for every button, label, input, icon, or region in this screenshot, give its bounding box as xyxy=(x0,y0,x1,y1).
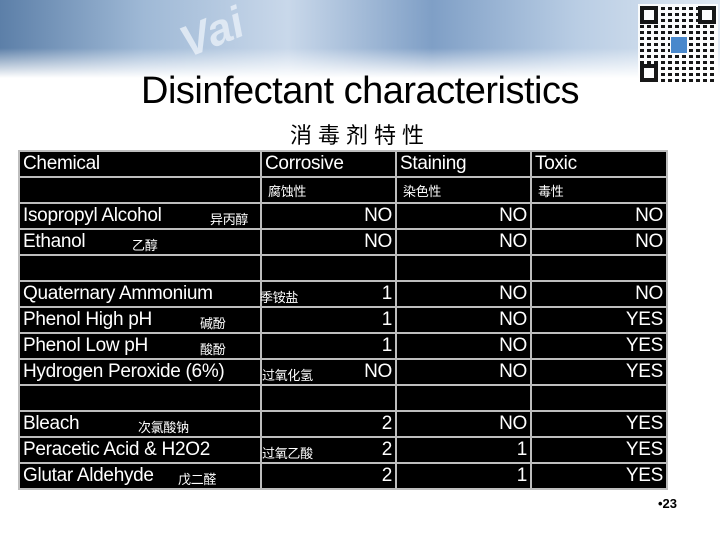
corrosive-cell: NO xyxy=(260,358,397,386)
corrosive-cell: NO xyxy=(260,202,397,230)
chemical-cell: Bleach 次氯酸钠 xyxy=(18,410,262,438)
corrosive-cell: 1 xyxy=(260,306,397,334)
toxic-cell: YES xyxy=(530,410,668,438)
staining-cell: NO xyxy=(395,202,532,230)
staining-cell: NO xyxy=(395,410,532,438)
staining-cell: NO xyxy=(395,306,532,334)
chemical-name: Bleach xyxy=(23,413,80,434)
corrosive-cell: 1 xyxy=(260,332,397,360)
staining-cell: 1 xyxy=(395,436,532,464)
header-toxic: Toxic xyxy=(530,150,668,178)
chemical-cell: Glutar Aldehyde 戊二醛 xyxy=(18,462,262,490)
chemical-cell: Quaternary Ammonium 季铵盐 xyxy=(18,280,298,308)
table-row: Quaternary Ammonium 季铵盐 1 NO NO xyxy=(18,280,668,308)
qr-code xyxy=(638,4,718,84)
chemical-name-zh: 过氧乙酸 xyxy=(262,447,313,462)
corrosive-cell xyxy=(260,254,397,282)
corrosive-cell: 2 xyxy=(260,436,397,464)
corrosive-cell: 2 xyxy=(260,462,397,490)
chemical-name-zh: 异丙醇 xyxy=(210,213,249,228)
header-zh-corrosive: 腐蚀性 xyxy=(260,176,397,204)
header-corrosive: Corrosive xyxy=(260,150,397,178)
table-header-row: Chemical Corrosive Staining Toxic xyxy=(18,150,668,178)
toxic-cell: YES xyxy=(530,436,668,464)
header-zh-staining: 染色性 xyxy=(395,176,532,204)
chemical-name: Phenol Low pH xyxy=(23,335,148,356)
chemical-name: Peracetic Acid & H2O2 xyxy=(23,439,210,460)
table-row: Peracetic Acid & H2O2 过氧乙酸 2 1 YES xyxy=(18,436,668,464)
table-row: Phenol High pH 碱酚 1 NO YES xyxy=(18,306,668,334)
toxic-cell: YES xyxy=(530,358,668,386)
header-chemical: Chemical xyxy=(18,150,262,178)
table-row xyxy=(18,254,668,282)
staining-cell: NO xyxy=(395,280,532,308)
chemical-cell: Peracetic Acid & H2O2 过氧乙酸 xyxy=(18,436,313,464)
table-header-zh-row: 腐蚀性 染色性 毒性 xyxy=(18,176,668,204)
chemical-cell xyxy=(18,384,262,412)
header-zh-toxic: 毒性 xyxy=(530,176,668,204)
chemical-cell: Hydrogen Peroxide (6%) 过氧化氢 xyxy=(18,358,313,386)
staining-cell: 1 xyxy=(395,462,532,490)
chemical-name-zh: 酸酚 xyxy=(200,343,226,358)
chemical-cell: Isopropyl Alcohol 异丙醇 xyxy=(18,202,262,230)
table-row: Hydrogen Peroxide (6%) 过氧化氢 NO NO YES xyxy=(18,358,668,386)
table-row: Ethanol 乙醇 NO NO NO xyxy=(18,228,668,256)
slide-title: Disinfectant characteristics xyxy=(141,70,579,112)
chemical-name-zh: 季铵盐 xyxy=(260,291,299,306)
page-number: •23 xyxy=(658,496,678,511)
header-staining: Staining xyxy=(395,150,532,178)
chemical-cell: Phenol High pH 碱酚 xyxy=(18,306,262,334)
header-banner: Vai xyxy=(0,0,720,78)
chemical-name-zh: 次氯酸钠 xyxy=(138,421,189,436)
table-row xyxy=(18,384,668,412)
toxic-cell: YES xyxy=(530,462,668,490)
staining-cell: NO xyxy=(395,358,532,386)
corrosive-cell: 1 xyxy=(260,280,397,308)
toxic-cell: NO xyxy=(530,280,668,308)
chemical-name: Quaternary Ammonium xyxy=(23,283,213,304)
chemical-cell: Phenol Low pH 酸酚 xyxy=(18,332,262,360)
chemical-name: Ethanol xyxy=(23,231,86,252)
chemical-cell xyxy=(18,254,262,282)
table-row: Glutar Aldehyde 戊二醛 2 1 YES xyxy=(18,462,668,490)
brand-logo: Vai xyxy=(172,0,252,68)
chemical-name: Isopropyl Alcohol xyxy=(23,205,162,226)
corrosive-cell: NO xyxy=(260,228,397,256)
chemical-name: Hydrogen Peroxide (6%) xyxy=(23,361,225,382)
slide-subtitle: 消毒剂特性 xyxy=(289,124,430,149)
table-row: Bleach 次氯酸钠 2 NO YES xyxy=(18,410,668,438)
toxic-cell: YES xyxy=(530,306,668,334)
chemical-name: Phenol High pH xyxy=(23,309,152,330)
chemical-name-zh: 戊二醛 xyxy=(178,473,217,488)
corrosive-cell: 2 xyxy=(260,410,397,438)
staining-cell xyxy=(395,384,532,412)
corrosive-cell xyxy=(260,384,397,412)
toxic-cell: NO xyxy=(530,202,668,230)
toxic-cell: YES xyxy=(530,332,668,360)
toxic-cell xyxy=(530,384,668,412)
table-row: Phenol Low pH 酸酚 1 NO YES xyxy=(18,332,668,360)
chemical-name-zh: 乙醇 xyxy=(132,239,158,254)
chemical-name: Glutar Aldehyde xyxy=(23,465,154,486)
staining-cell: NO xyxy=(395,228,532,256)
toxic-cell xyxy=(530,254,668,282)
staining-cell xyxy=(395,254,532,282)
chemical-cell: Ethanol 乙醇 xyxy=(18,228,262,256)
disinfectant-table: Chemical Corrosive Staining Toxic 腐蚀性 染色… xyxy=(18,150,668,490)
header-zh-chemical xyxy=(18,176,262,204)
chemical-name-zh: 碱酚 xyxy=(200,317,226,332)
staining-cell: NO xyxy=(395,332,532,360)
chemical-name-zh: 过氧化氢 xyxy=(262,369,313,384)
table-row: Isopropyl Alcohol 异丙醇 NO NO NO xyxy=(18,202,668,230)
toxic-cell: NO xyxy=(530,228,668,256)
